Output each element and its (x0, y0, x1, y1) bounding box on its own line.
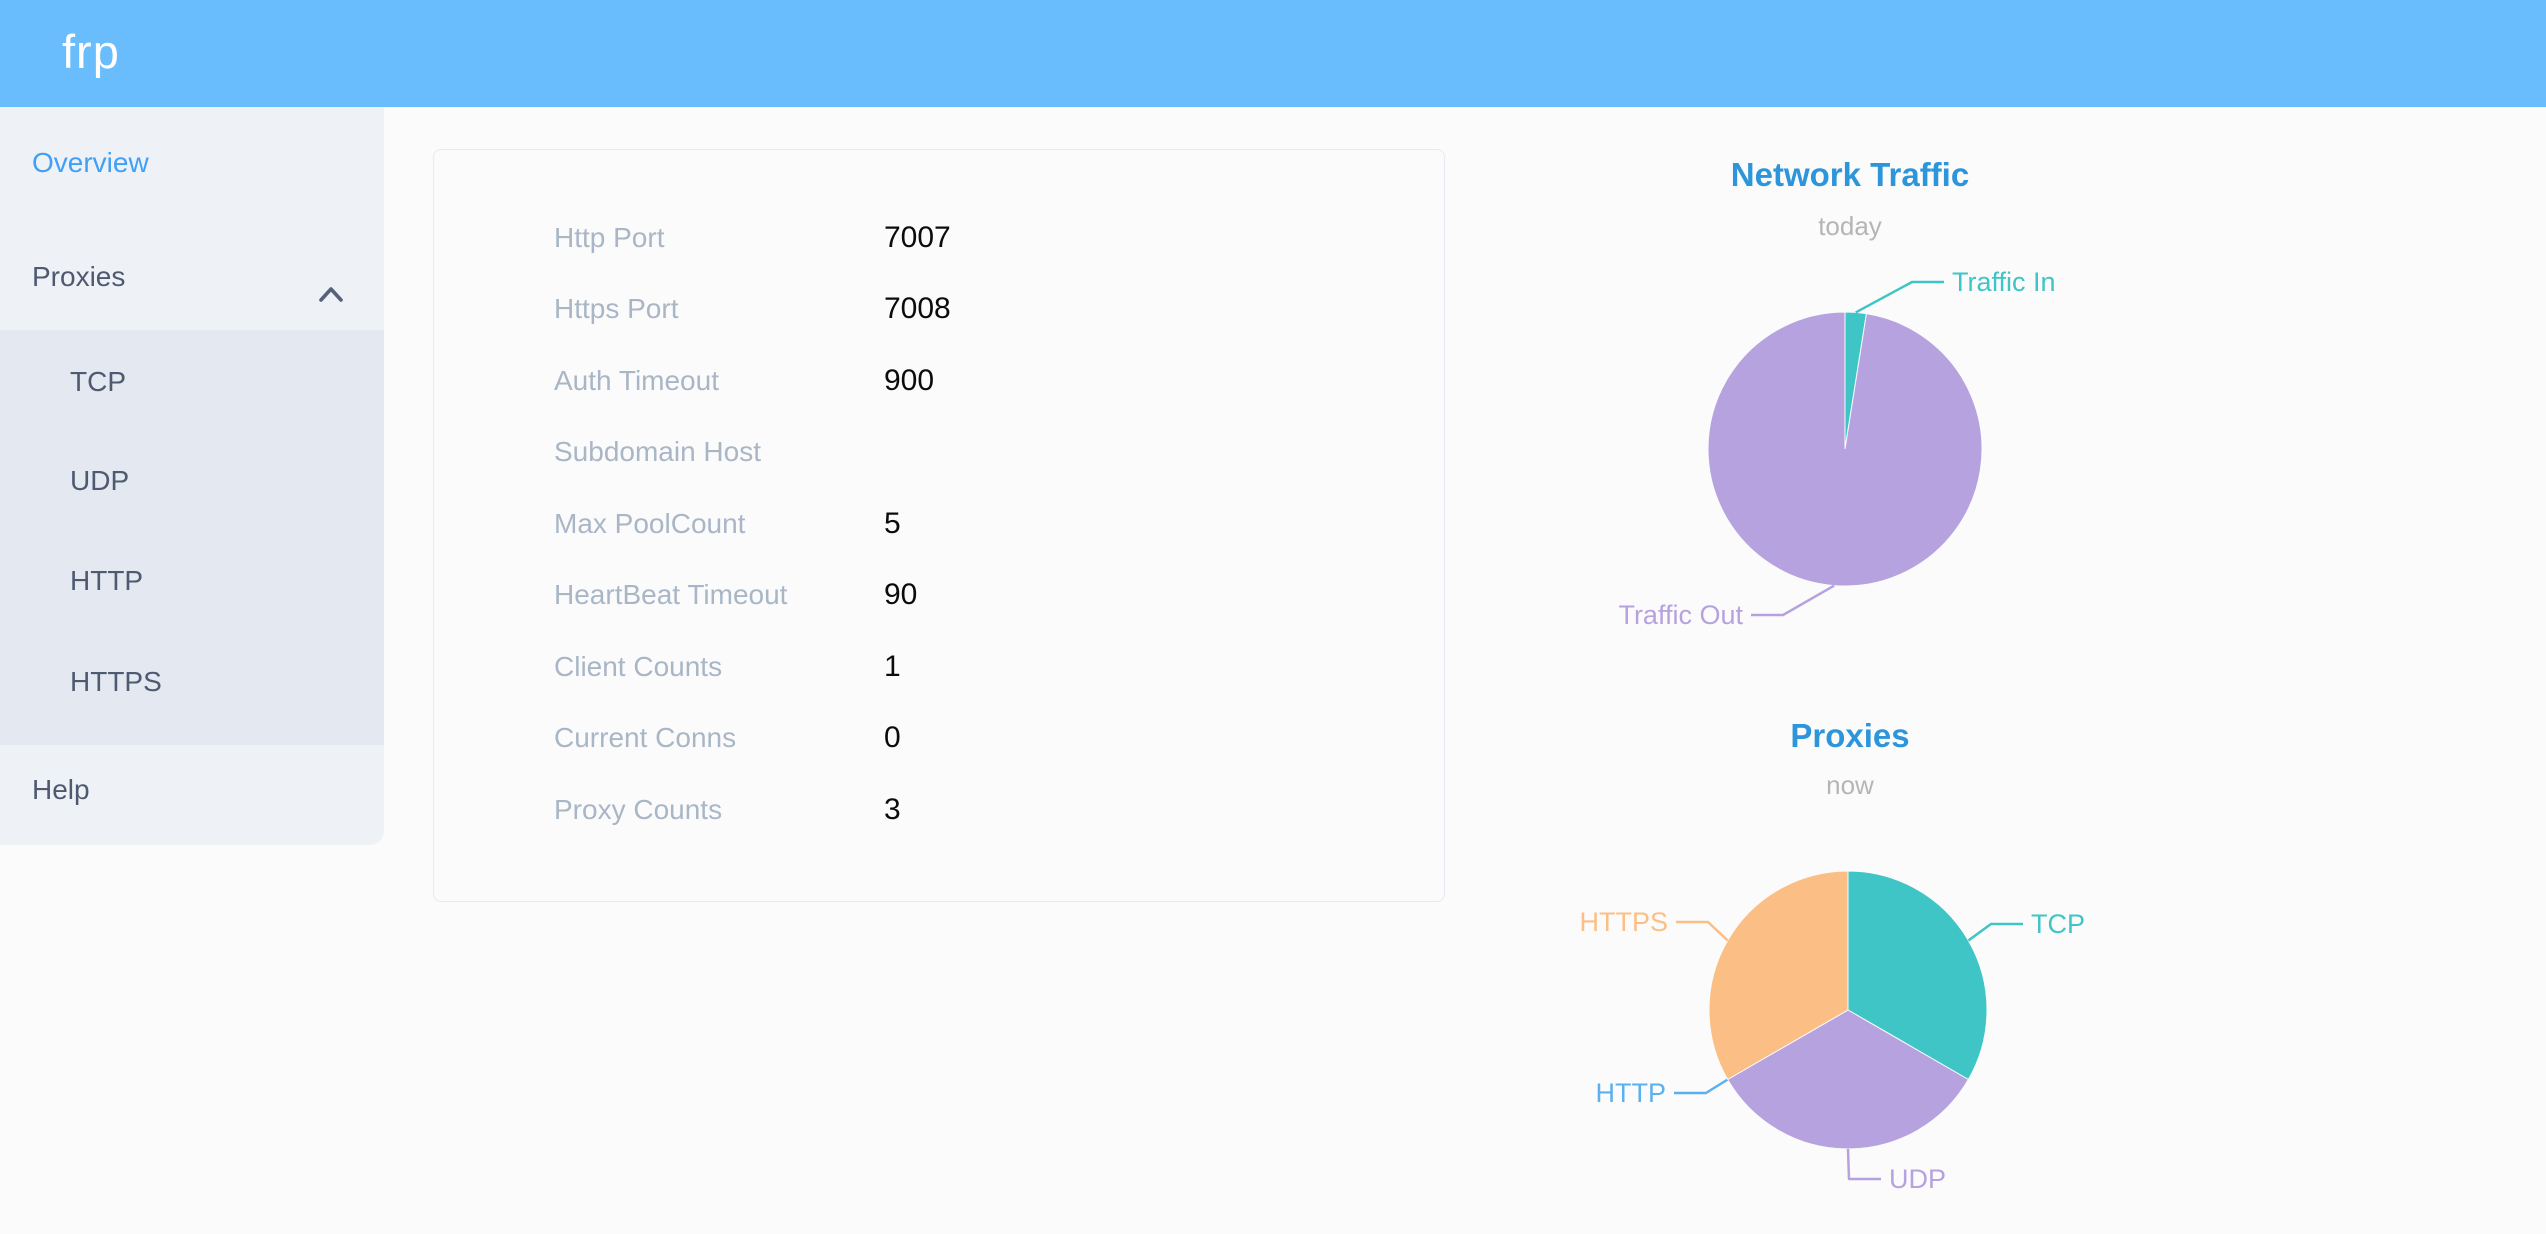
config-value: 3 (884, 793, 901, 826)
chevron-up-icon (318, 264, 344, 302)
sidebar-subitem-label: HTTPS (70, 666, 162, 697)
config-row-heartbeat-timeout: HeartBeat Timeout 90 (434, 560, 1444, 630)
chart-subtitle: today (1818, 211, 1882, 241)
pie-label-tcp: TCP (2031, 909, 2085, 939)
sidebar-item-label: Overview (32, 147, 149, 178)
config-label: Proxy Counts (554, 794, 723, 825)
pie-label-line (1751, 584, 1835, 617)
config-label: HeartBeat Timeout (554, 579, 788, 610)
config-value: 0 (884, 721, 901, 754)
sidebar-subitem-https[interactable]: HTTPS (0, 647, 384, 717)
pie-label-line (1674, 1078, 1729, 1095)
sidebar-subitem-http[interactable]: HTTP (0, 546, 384, 616)
sidebar-item-label: Proxies (32, 261, 126, 292)
sidebar-subitem-label: TCP (70, 366, 126, 397)
sidebar-item-overview[interactable]: Overview (0, 128, 384, 198)
proxies-chart: Proxies now TCP UDP HTTP HTTPS (1500, 690, 2200, 1234)
pie-label-udp: UDP (1889, 1164, 1946, 1194)
config-row-client-counts: Client Counts 1 (434, 632, 1444, 702)
proxies-pie: TCP UDP HTTP HTTPS (1579, 870, 2085, 1194)
config-row-auth-timeout: Auth Timeout 900 (434, 346, 1444, 416)
pie-label-line (1855, 280, 1944, 314)
pie-label-line (1676, 920, 1729, 942)
sidebar-item-proxies[interactable]: Proxies (0, 242, 384, 312)
chart-title: Proxies (1790, 717, 1910, 754)
app-logo: frp (62, 25, 120, 78)
pie-slice-traffic-out[interactable] (1707, 311, 1983, 587)
pie-label-line (1846, 1148, 1881, 1181)
sidebar-item-label: Help (32, 774, 90, 805)
config-row-proxy-counts: Proxy Counts 3 (434, 775, 1444, 845)
config-label: Client Counts (554, 651, 723, 682)
config-row-http-port: Http Port 7007 (434, 203, 1444, 273)
pie-label-https: HTTPS (1579, 907, 1668, 937)
config-label: Current Conns (554, 722, 737, 753)
pie-label-line (1967, 922, 2023, 942)
config-value: 7008 (884, 292, 951, 325)
config-value: 90 (884, 578, 918, 611)
config-value: 1 (884, 650, 901, 683)
proxies-submenu-background (0, 330, 384, 745)
config-label: Subdomain Host (554, 436, 762, 467)
pie-label-http: HTTP (1596, 1078, 1667, 1108)
config-label: Http Port (554, 222, 665, 253)
pie-label-traffic-in: Traffic In (1952, 267, 2056, 297)
network-traffic-pie: Traffic In Traffic Out (1618, 267, 2056, 630)
sidebar-item-help[interactable]: Help (0, 755, 384, 825)
config-label: Https Port (554, 293, 679, 324)
config-value: 900 (884, 364, 935, 397)
pie-label-traffic-out: Traffic Out (1618, 600, 1743, 630)
sidebar-subitem-udp[interactable]: UDP (0, 446, 384, 516)
config-label: Max PoolCount (554, 508, 746, 539)
chart-title: Network Traffic (1730, 156, 1970, 193)
config-row-max-poolcount: Max PoolCount 5 (434, 489, 1444, 559)
sidebar: Overview Proxies TCP UDP HTTP HTTPS Help (0, 107, 384, 845)
app-header: frp (0, 0, 2546, 107)
chart-subtitle: now (1826, 770, 1874, 800)
config-label: Auth Timeout (554, 365, 719, 396)
config-row-https-port: Https Port 7008 (434, 274, 1444, 344)
sidebar-subitem-tcp[interactable]: TCP (0, 347, 384, 417)
sidebar-subitem-label: UDP (70, 465, 130, 496)
config-value: 7007 (884, 221, 951, 254)
sidebar-subitem-label: HTTP (70, 565, 144, 596)
network-traffic-chart: Network Traffic today Traffic In Traffic … (1500, 130, 2200, 690)
config-row-subdomain-host: Subdomain Host (434, 417, 1444, 487)
config-value: 5 (884, 507, 901, 540)
config-row-current-conns: Current Conns 0 (434, 703, 1444, 773)
server-config-panel: Http Port 7007 Https Port 7008 Auth Time… (433, 149, 1445, 902)
